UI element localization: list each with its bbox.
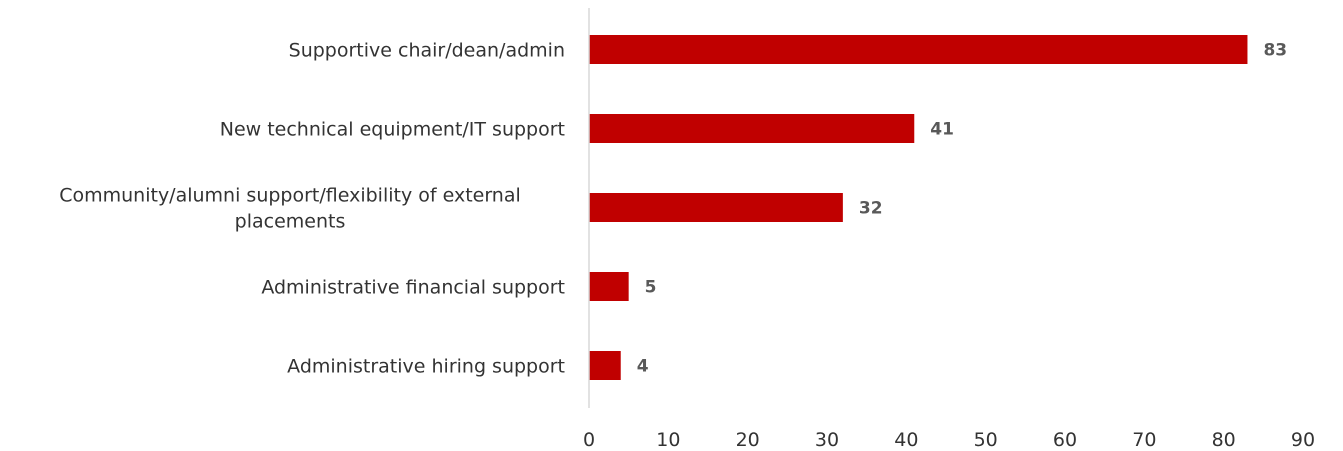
bar (589, 193, 843, 222)
bar (589, 114, 915, 143)
category-label-line: Community/alumni support/flexibility of … (59, 185, 521, 207)
x-tick-label: 40 (894, 429, 918, 451)
x-axis-ticks-group: 0 10 20 30 40 50 60 70 80 90 (583, 429, 1315, 451)
category-label: Administrative financial support (261, 277, 565, 299)
category-label-line: Administrative financial support (261, 277, 565, 299)
value-label: 32 (859, 199, 883, 219)
x-tick-label: 50 (974, 429, 998, 451)
value-label: 4 (637, 357, 649, 377)
value-label: 5 (645, 278, 657, 298)
bar (589, 35, 1248, 64)
category-label: Community/alumni support/flexibility of … (59, 185, 521, 233)
bars-group (589, 35, 1248, 380)
value-labels-group: 83 41 32 5 4 (637, 41, 1287, 377)
x-tick-label: 70 (1132, 429, 1156, 451)
category-label: Administrative hiring support (287, 356, 565, 378)
category-label: New technical equipment/IT support (220, 119, 565, 141)
x-tick-label: 20 (736, 429, 760, 451)
bar (589, 351, 621, 380)
category-label-line: Supportive chair/dean/admin (289, 40, 565, 62)
category-labels-group: Supportive chair/dean/admin New technical… (59, 40, 565, 378)
bar (589, 272, 629, 301)
category-label-line: Administrative hiring support (287, 356, 565, 378)
x-tick-label: 30 (815, 429, 839, 451)
x-tick-label: 0 (583, 429, 595, 451)
x-tick-label: 10 (656, 429, 680, 451)
category-label-line: New technical equipment/IT support (220, 119, 565, 141)
value-label: 41 (930, 120, 954, 140)
category-label: Supportive chair/dean/admin (289, 40, 565, 62)
category-label-line: placements (235, 211, 346, 233)
x-tick-label: 80 (1212, 429, 1236, 451)
x-tick-label: 90 (1291, 429, 1315, 451)
x-tick-label: 60 (1053, 429, 1077, 451)
value-label: 83 (1263, 41, 1287, 61)
